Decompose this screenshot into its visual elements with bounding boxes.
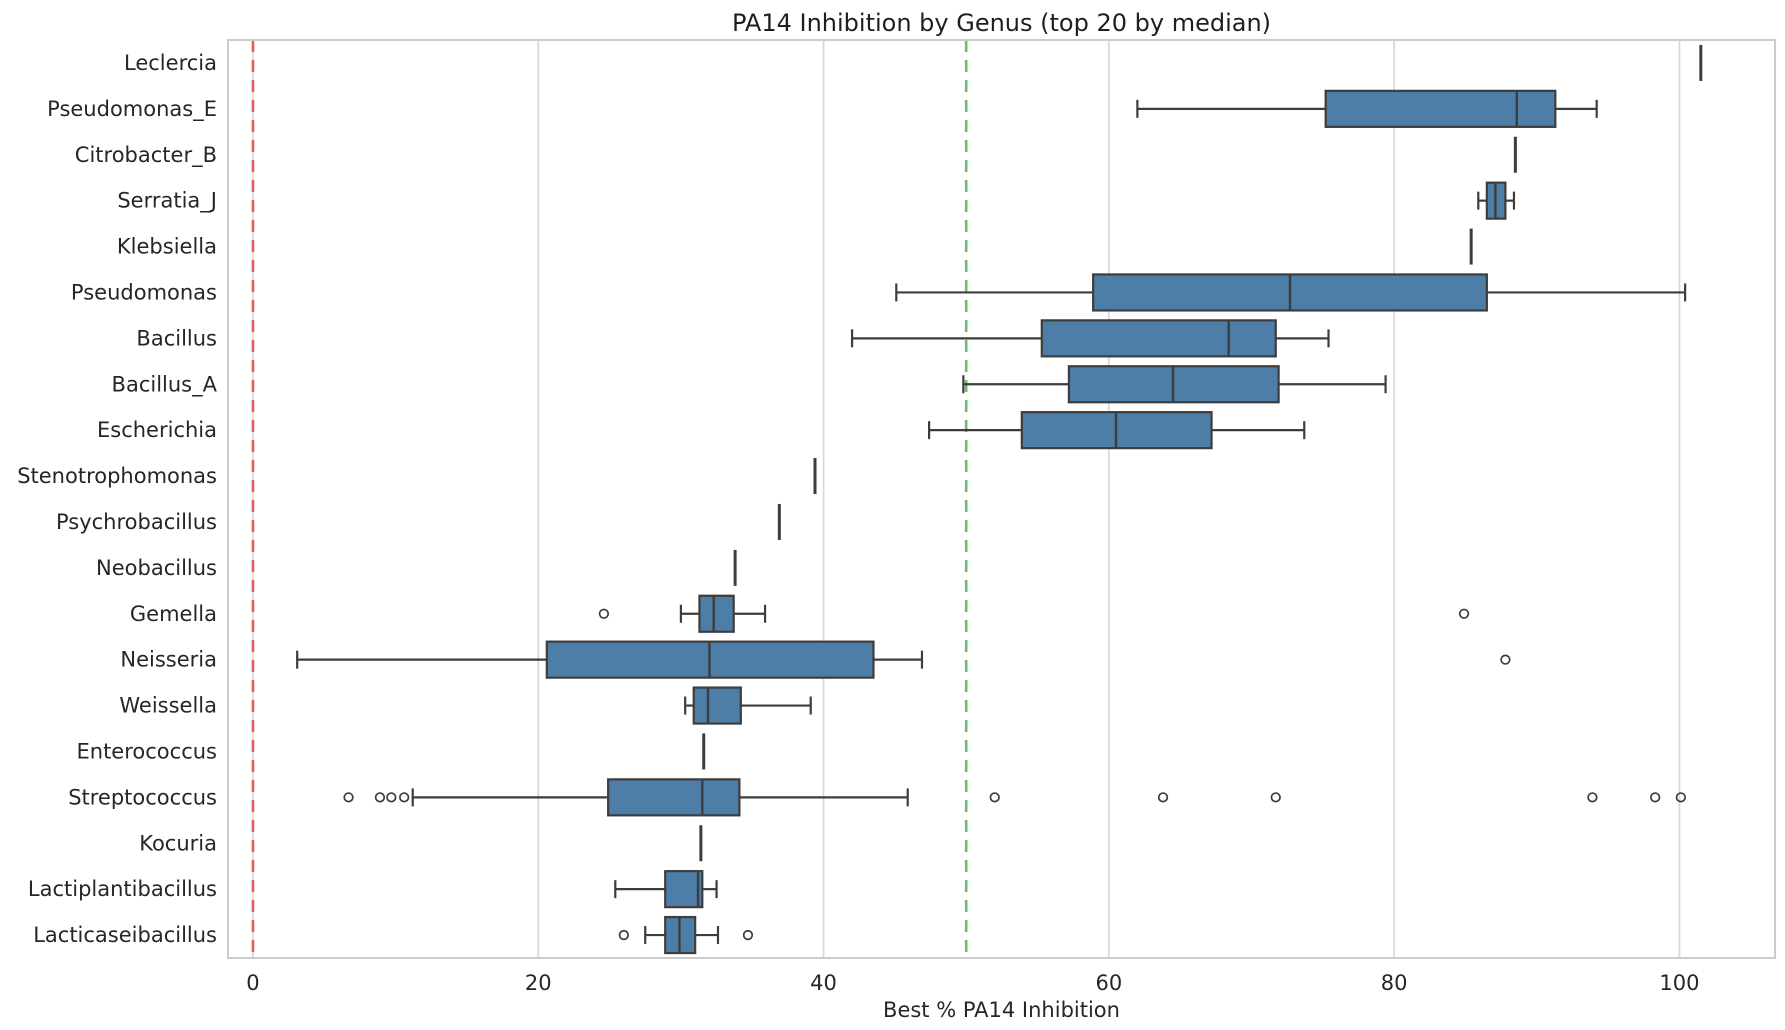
x-axis-label: Best % PA14 Inhibition xyxy=(883,998,1120,1022)
iqr-box xyxy=(698,594,735,633)
outlier-point xyxy=(1157,792,1169,803)
y-tick-label-Neisseria: Neisseria xyxy=(120,648,217,672)
outlier-point xyxy=(374,792,386,803)
x-tick-label-40: 40 xyxy=(810,971,837,995)
chart-title: PA14 Inhibition by Genus (top 20 by medi… xyxy=(731,9,1272,37)
outlier-point xyxy=(1270,792,1281,803)
x-tick-label-80: 80 xyxy=(1381,971,1408,995)
outlier-point xyxy=(1650,792,1661,803)
boxplot-row-Bacillus_A xyxy=(962,365,1387,404)
y-tick-label-Citrobacter_B: Citrobacter_B xyxy=(75,143,217,168)
x-tick-label-100: 100 xyxy=(1659,971,1699,995)
iqr-box xyxy=(1040,319,1277,358)
y-tick-label-Weissella: Weissella xyxy=(119,694,217,718)
outlier-point xyxy=(1587,792,1598,803)
plot-border xyxy=(227,39,1776,959)
y-tick-label-Gemella: Gemella xyxy=(130,602,217,626)
x-tick-label-60: 60 xyxy=(1095,971,1122,995)
y-tick-label-Neobacillus: Neobacillus xyxy=(96,556,217,580)
boxplot-row-Pseudomonas xyxy=(895,273,1687,312)
y-tick-label-Bacillus: Bacillus xyxy=(136,326,217,350)
outlier-point xyxy=(343,792,354,803)
outlier-point xyxy=(742,929,754,941)
y-tick-label-Stenotrophomonas: Stenotrophomonas xyxy=(17,464,217,488)
y-tick-label-Psychrobacillus: Psychrobacillus xyxy=(56,510,217,534)
boxplot-row-Escherichia xyxy=(928,411,1306,450)
y-tick-label-Leclercia: Leclercia xyxy=(124,51,217,75)
iqr-box xyxy=(692,686,742,725)
boxplot-row-Lacticaseibacillus xyxy=(618,915,754,955)
boxplot-row-Lactiplantibacillus xyxy=(614,870,718,909)
x-tick-label-0: 0 xyxy=(246,971,259,995)
iqr-box xyxy=(1324,89,1557,128)
y-tick-label-Kocuria: Kocuria xyxy=(139,831,217,855)
y-tick-label-Escherichia: Escherichia xyxy=(97,418,217,442)
boxplot-row-Weissella xyxy=(684,686,812,725)
y-tick-label-Streptococcus: Streptococcus xyxy=(68,785,217,809)
x-tick-label-20: 20 xyxy=(525,971,552,995)
outlier-point xyxy=(1500,654,1511,665)
boxplot-row-Bacillus xyxy=(850,319,1330,358)
iqr-box xyxy=(607,778,741,817)
boxplot-row-Neisseria xyxy=(296,640,1511,679)
y-tick-label-Pseudomonas_E: Pseudomonas_E xyxy=(47,97,217,122)
outlier-point xyxy=(598,608,610,619)
y-tick-label-Enterococcus: Enterococcus xyxy=(77,739,218,763)
boxplot-row-Gemella xyxy=(598,594,1470,633)
iqr-box xyxy=(664,870,704,909)
outlier-point xyxy=(989,792,1000,803)
boxplot-row-Streptococcus xyxy=(343,778,1687,817)
outlier-point xyxy=(1675,792,1687,803)
y-tick-label-Bacillus_A: Bacillus_A xyxy=(112,372,218,397)
outlier-point xyxy=(618,929,629,941)
boxplot-row-Pseudomonas_E xyxy=(1136,89,1598,128)
y-tick-label-Klebsiella: Klebsiella xyxy=(117,235,217,259)
y-tick-label-Pseudomonas: Pseudomonas xyxy=(71,280,217,304)
y-tick-label-Lacticaseibacillus: Lacticaseibacillus xyxy=(33,923,217,947)
outlier-point xyxy=(1458,608,1470,619)
y-tick-label-Lactiplantibacillus: Lactiplantibacillus xyxy=(28,877,217,901)
outlier-point xyxy=(386,792,397,803)
outlier-point xyxy=(399,792,410,803)
boxplot-row-Serratia_J xyxy=(1477,181,1516,220)
y-tick-label-Serratia_J: Serratia_J xyxy=(117,189,217,214)
